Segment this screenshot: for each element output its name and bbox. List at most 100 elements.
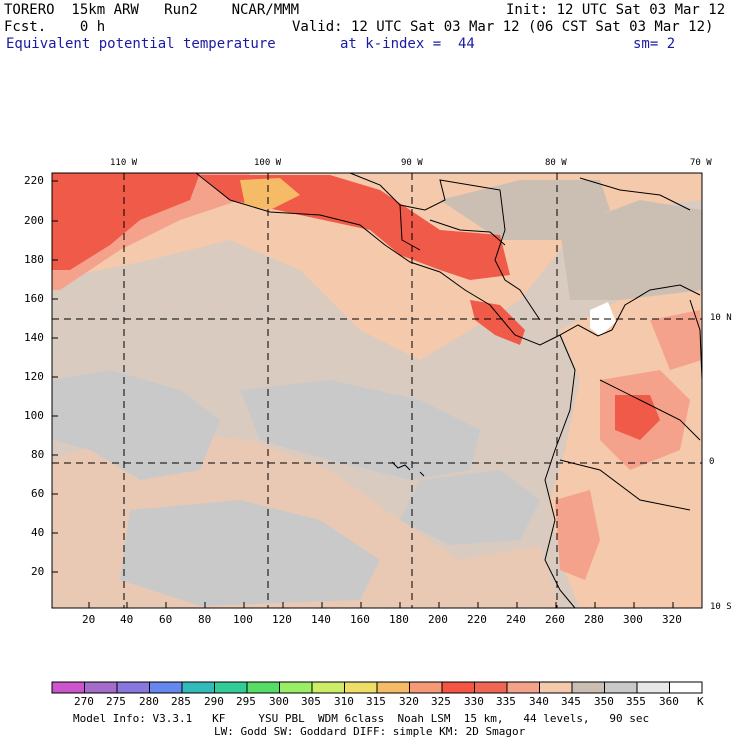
- x-tick-label: 200: [428, 613, 448, 626]
- colorbar-label: 360: [659, 695, 679, 708]
- colorbar-label: 335: [496, 695, 516, 708]
- colorbar-swatch: [52, 682, 85, 693]
- lat-label-10s: 10 S: [710, 602, 732, 612]
- border-colombia: [599, 379, 701, 441]
- field-orange-mexico: [240, 178, 300, 210]
- x-tick-label: 160: [350, 613, 370, 626]
- field-gray-west: [52, 370, 220, 480]
- x-tick-label: 60: [159, 613, 173, 626]
- colorbar-swatch: [442, 682, 475, 693]
- y-tick-label: 100: [24, 409, 44, 422]
- colorbar-label: 285: [171, 695, 191, 708]
- x-axis-ticks: [88, 602, 674, 608]
- colorbar-swatch: [669, 682, 703, 693]
- colorbar-label: 325: [431, 695, 451, 708]
- y-tick-label: 120: [24, 370, 44, 383]
- colorbar-swatch: [539, 682, 573, 693]
- forecast-hour: Fcst. 0 h: [4, 19, 106, 35]
- field-white-spot: [590, 302, 616, 336]
- init-time: Init: 12 UTC Sat 03 Mar 12: [506, 2, 726, 18]
- x-tick-label: 220: [467, 613, 487, 626]
- y-tick-label: 220: [24, 174, 44, 187]
- field-red-northwest: [52, 173, 200, 270]
- colorbar-label: 290: [204, 695, 224, 708]
- colorbar-swatch: [474, 682, 508, 693]
- coastline-pacific-centralamerica: [195, 172, 613, 346]
- colorbar-swatch: [247, 682, 280, 693]
- lon-label-110w: 110 W: [110, 158, 138, 168]
- lon-label-90w: 90 W: [401, 158, 423, 168]
- colorbar-swatch: [117, 682, 150, 693]
- x-tick-label: 120: [272, 613, 292, 626]
- colorbar-label: 280: [139, 695, 159, 708]
- x-tick-label: 260: [545, 613, 565, 626]
- colorbar-swatch: [182, 682, 215, 693]
- coastline-southamerica-caribbean: [611, 284, 701, 331]
- field-salmon-venezuela: [650, 310, 702, 370]
- lon-label-70w: 70 W: [690, 158, 712, 168]
- field-gray-caribbean: [560, 200, 702, 300]
- coastline-cuba: [579, 177, 691, 211]
- colorbar-label: 345: [561, 695, 581, 708]
- x-tick-label: 320: [662, 613, 682, 626]
- valid-time: Valid: 12 UTC Sat 03 Mar 12 (06 CST Sat …: [292, 19, 714, 35]
- colorbar-swatch: [84, 682, 118, 693]
- k-index: at k-index = 44: [340, 36, 475, 52]
- colorbar-label: 305: [301, 695, 321, 708]
- colorbar-label: 295: [236, 695, 256, 708]
- border-ecuador-peru: [559, 459, 691, 511]
- colorbar-swatch: [344, 682, 378, 693]
- y-tick-label: 20: [31, 565, 45, 578]
- x-tick-label: 80: [198, 613, 212, 626]
- coastlines: [195, 172, 703, 609]
- border-guatemala-honduras: [429, 219, 506, 246]
- y-tick-label: 200: [24, 214, 44, 227]
- colorbar-label: 270: [74, 695, 94, 708]
- border-mexico-guatemala: [399, 204, 421, 251]
- y-tick-label: 160: [24, 292, 44, 305]
- y-tick-label: 140: [24, 331, 44, 344]
- x-tick-label: 40: [120, 613, 134, 626]
- model-info: Model Info: V3.3.1 KF YSU PBL WDM 6class…: [73, 712, 650, 725]
- field-gray-galapagos: [400, 470, 540, 545]
- field-salmon-ecuador: [555, 490, 600, 580]
- colorbar-swatch: [214, 682, 248, 693]
- coastline-galapagos: [391, 461, 425, 477]
- x-tick-label: 300: [623, 613, 643, 626]
- field-name: Equivalent potential temperature: [6, 36, 276, 52]
- colorbar-label: 355: [626, 695, 646, 708]
- model-title: TORERO 15km ARW Run2 NCAR/MMM: [4, 2, 300, 18]
- y-tick-label: 60: [31, 487, 45, 500]
- colorbar-unit: K: [697, 695, 704, 708]
- colorbar-swatch: [507, 682, 540, 693]
- x-tick-label: 140: [311, 613, 331, 626]
- x-tick-label: 20: [82, 613, 96, 626]
- coastline-southamerica-pacific: [544, 334, 576, 609]
- colorbar-label: 350: [594, 695, 614, 708]
- border-venezuela: [689, 299, 703, 381]
- field-gray-gulf: [440, 180, 610, 240]
- y-tick-label: 80: [31, 448, 45, 461]
- x-tick-label: 280: [584, 613, 604, 626]
- y-tick-label: 40: [31, 526, 45, 539]
- field-gray-southwest: [120, 500, 380, 606]
- field-red-colombia: [615, 395, 660, 440]
- x-tick-label: 100: [233, 613, 253, 626]
- colorbar-swatch: [409, 682, 443, 693]
- map-frame: [51, 172, 703, 609]
- smoothing-label: sm= 2: [633, 36, 676, 52]
- colorbar-swatch: [604, 682, 638, 693]
- y-axis-ticks: [52, 180, 58, 573]
- x-tick-label: 240: [506, 613, 526, 626]
- colorbar-swatch: [312, 682, 345, 693]
- colorbar-swatch: [279, 682, 313, 693]
- lon-label-100w: 100 W: [254, 158, 282, 168]
- colorbar-label: 320: [399, 695, 419, 708]
- colorbar-swatch: [149, 682, 183, 693]
- y-tick-label: 180: [24, 253, 44, 266]
- field-gray-central: [240, 380, 480, 480]
- colorbar-label: 300: [269, 695, 289, 708]
- plot-area: [51, 172, 703, 609]
- graticule: [52, 173, 702, 608]
- field-red-costarica: [470, 300, 525, 345]
